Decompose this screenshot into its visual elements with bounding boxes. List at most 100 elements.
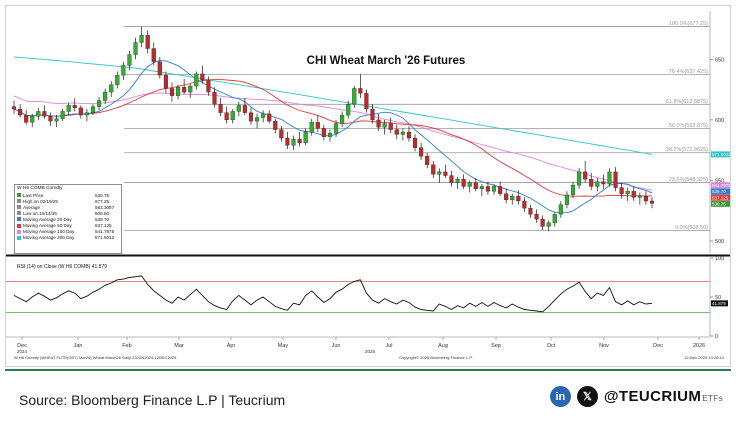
- legend-value: 571.5012: [95, 235, 115, 241]
- candle-body: [54, 118, 59, 122]
- x-tick-label: Jun: [332, 343, 341, 349]
- price-chart: 100.0%(677.25) 76.4%(637.425) 61.8%(612.88…: [6, 11, 731, 354]
- candle-body: [400, 131, 405, 135]
- candle-body: [370, 108, 375, 121]
- candle-body: [455, 179, 460, 183]
- legend-value: 541.7975: [95, 229, 115, 235]
- linkedin-icon[interactable]: in: [549, 386, 571, 407]
- handle-text: @TEUCRIUM: [603, 388, 702, 405]
- candle-body: [419, 147, 424, 157]
- candle-body: [558, 204, 563, 215]
- price-tag: [711, 151, 730, 158]
- candle-body: [267, 113, 272, 122]
- chart-panel: 100.0%(677.25) 76.4%(637.425) 61.8%(612.88…: [5, 5, 731, 367]
- x-tick-label: Oct: [547, 343, 556, 349]
- fibonacci-label: 0.0%(508.50): [675, 225, 708, 231]
- candle-body: [145, 35, 150, 49]
- candle-body: [163, 74, 168, 89]
- price-tag: [711, 200, 730, 207]
- rsi-y-tick-label: 100: [715, 256, 724, 262]
- legend-swatch: [17, 211, 21, 216]
- candle-body: [485, 186, 490, 192]
- candle-body: [97, 100, 102, 107]
- copyright-text: Copyright© 2025 Bloomberg Finance L.P.: [399, 355, 473, 360]
- footer: Source: Bloomberg Finance L.P | Teucrium…: [5, 369, 731, 423]
- price-tag-label: 530.75: [712, 202, 726, 207]
- legend-label: Moving Average 200 Day: [23, 235, 75, 241]
- candle-body: [577, 171, 582, 186]
- legend-swatch: [17, 217, 21, 222]
- rsi-y-tick-label: 0: [715, 334, 718, 340]
- legend-value: 677.25: [95, 198, 110, 204]
- candle-body: [224, 112, 229, 121]
- legend-header: W H6 COMB Comdty: [17, 186, 63, 191]
- candle-body: [570, 185, 576, 196]
- legend-swatch: [17, 205, 21, 210]
- rsi-line: [13, 275, 653, 313]
- legend-value: 583.3087: [95, 204, 115, 210]
- fibonacci-label: 76.4%(637.425): [669, 69, 708, 75]
- candle-body: [601, 181, 606, 185]
- candle-body: [169, 88, 175, 96]
- candle-body: [236, 105, 241, 112]
- candle-body: [449, 175, 454, 183]
- moving-average-line: [13, 78, 653, 197]
- price-tag-label: 541.7975: [712, 183, 731, 188]
- legend-row: Moving Average 100 Day 541.7975: [17, 229, 119, 235]
- y-tick-label: 550: [715, 178, 724, 184]
- candle-body: [127, 54, 132, 66]
- x-tick-label: 2026: [693, 343, 705, 349]
- fibonacci-label: 50.0%(592.875): [669, 123, 708, 129]
- legend-label: High on 02/19/25: [23, 198, 58, 204]
- legend-rows: Last Price 530.75 High on 02/19/25 677.25 Av…: [17, 192, 119, 241]
- legend-label: Last Price: [23, 192, 44, 198]
- x-tick-label: Dec: [653, 343, 663, 349]
- candle-body: [613, 171, 618, 188]
- legend-swatch: [17, 229, 21, 234]
- timestamp: 12-Dec-2025 13:26:14: [684, 355, 724, 360]
- legend-row: Low on 10/14/25 508.50: [17, 210, 119, 216]
- candle-body: [72, 105, 77, 108]
- candle-body: [188, 85, 193, 93]
- x-year-label: 2025: [365, 349, 376, 354]
- legend-label: Moving Average 100 Day: [23, 229, 75, 235]
- x-tick-label: Aug: [438, 343, 448, 349]
- legend-row: Last Price 530.75: [17, 192, 119, 198]
- candle-body: [297, 139, 302, 144]
- candle-body: [552, 214, 557, 223]
- candle-body: [540, 218, 545, 227]
- candle-body: [431, 164, 436, 175]
- candle-body: [157, 61, 162, 76]
- candle-body: [309, 122, 314, 133]
- candle-body: [625, 191, 630, 194]
- rsi-label: RSI (14) on Close (W H6 COMB) 41.879: [16, 264, 109, 270]
- moving-average-line: [13, 92, 653, 191]
- candle-body: [182, 87, 187, 93]
- price-tag-label: 539.70: [712, 189, 726, 194]
- legend-row: Average 583.3087: [17, 204, 119, 210]
- candle-body: [230, 111, 235, 121]
- candle-body: [133, 42, 138, 55]
- candle-body: [437, 171, 442, 175]
- legend-value: 530.75: [95, 192, 110, 198]
- teucrium-handle[interactable]: @TEUCRIUMETFs: [604, 388, 723, 405]
- candle-body: [595, 181, 600, 187]
- candle-body: [327, 133, 333, 137]
- candle-body: [176, 87, 181, 96]
- price-tag: [711, 194, 730, 201]
- fibonacci-label: 61.8%(612.8875): [666, 99, 708, 105]
- legend-label: Low on 10/14/25: [23, 210, 57, 216]
- y-tick-label: 600: [715, 118, 724, 124]
- candle-body: [394, 129, 399, 135]
- candle-body: [461, 179, 466, 187]
- x-tick-label: Feb: [122, 343, 131, 349]
- candle-body: [30, 116, 35, 123]
- candle-body: [510, 195, 515, 200]
- candle-body: [248, 112, 254, 122]
- candle-body: [479, 186, 484, 190]
- candle-body: [583, 171, 588, 180]
- chart-description: W H6 Comdty (WHEAT FUTR(CBT) Mar26) Whea…: [14, 355, 177, 360]
- x-icon[interactable]: 𝕏: [576, 386, 598, 407]
- candle-body: [382, 123, 387, 128]
- x-tick-label: May: [278, 343, 289, 349]
